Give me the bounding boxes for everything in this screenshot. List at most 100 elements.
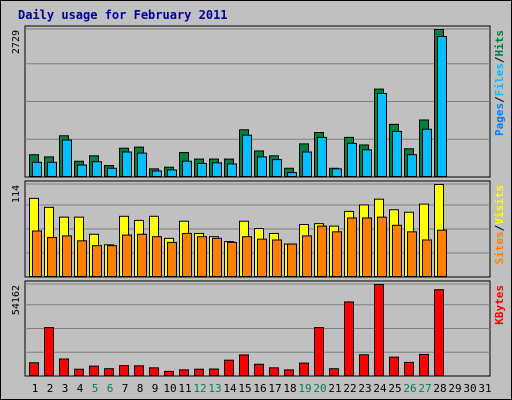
- bar-sites: [272, 239, 282, 277]
- bar-kbytes: [314, 327, 324, 376]
- bar-files: [362, 149, 372, 178]
- bar-kbytes: [434, 289, 444, 377]
- day-tick-label: 27: [418, 382, 431, 395]
- bar-sites: [62, 235, 72, 277]
- bar-files: [167, 169, 177, 177]
- bar-kbytes: [119, 365, 129, 376]
- series-legend: Pages/Files/Hits: [493, 30, 506, 136]
- bar-kbytes: [239, 354, 249, 376]
- day-tick-label: 20: [313, 382, 326, 395]
- bar-kbytes: [209, 368, 219, 376]
- bar-files: [62, 139, 72, 177]
- bar-kbytes: [359, 354, 369, 376]
- bar-files: [182, 160, 192, 177]
- legend-pages: Pages: [493, 103, 506, 136]
- y-max-label: 114: [11, 185, 22, 203]
- bar-sites: [362, 217, 372, 278]
- bar-files: [242, 134, 252, 177]
- day-tick-label: 21: [328, 382, 341, 395]
- day-tick-label: 15: [238, 382, 251, 395]
- bar-kbytes: [89, 365, 99, 376]
- bar-sites: [32, 230, 42, 277]
- bar-sites: [137, 233, 147, 277]
- y-max-label: 2729: [11, 30, 22, 54]
- series-legend: Sites/Visits: [493, 185, 506, 265]
- bar-files: [92, 161, 102, 178]
- bar-files: [437, 35, 447, 177]
- day-tick-label: 31: [478, 382, 491, 395]
- legend-files: Files: [493, 63, 506, 96]
- day-tick-label: 9: [152, 382, 159, 395]
- bar-sites: [317, 225, 327, 278]
- bar-sites: [152, 236, 162, 277]
- day-tick-label: 12: [193, 382, 206, 395]
- bar-sites: [77, 240, 87, 277]
- day-tick-label: 4: [77, 382, 84, 395]
- bar-sites: [212, 237, 222, 277]
- bar-files: [377, 92, 387, 177]
- bar-files: [107, 167, 117, 177]
- bar-kbytes: [194, 368, 204, 376]
- bar-files: [122, 151, 132, 177]
- day-tick-label: 23: [358, 382, 371, 395]
- bar-files: [287, 172, 297, 178]
- y-max-label: 54162: [11, 285, 22, 315]
- bar-sites: [122, 234, 132, 277]
- day-tick-label: 3: [62, 382, 69, 395]
- bar-kbytes: [404, 361, 414, 376]
- bar-sites: [197, 236, 207, 277]
- bar-kbytes: [164, 370, 174, 376]
- day-tick-label: 26: [403, 382, 416, 395]
- bar-kbytes: [269, 367, 279, 376]
- bar-sites: [332, 231, 342, 278]
- kbytes_panel: 54162 KBytes: [11, 280, 506, 377]
- bar-kbytes: [149, 367, 159, 376]
- day-tick-label: 10: [163, 382, 176, 395]
- bar-files: [422, 128, 432, 177]
- day-tick-label: 18: [283, 382, 296, 395]
- visits_panel: 114 Sites/Visits: [11, 180, 506, 278]
- bar-files: [77, 164, 87, 177]
- series-legend: KBytes: [493, 285, 506, 325]
- day-tick-label: 14: [223, 382, 237, 395]
- day-tick-label: 19: [298, 382, 311, 395]
- bar-sites: [227, 241, 237, 277]
- day-tick-label: 29: [448, 382, 461, 395]
- day-tick-label: 1: [32, 382, 39, 395]
- x-axis: 1 2 3 4 5 6 7 8 9 10 11 12 13 14 15 16 17 18 19 20 21 22 23 24 2…: [32, 382, 492, 395]
- bar-kbytes: [104, 368, 114, 376]
- day-tick-label: 30: [463, 382, 476, 395]
- bar-sites: [407, 231, 417, 278]
- day-tick-label: 28: [433, 382, 446, 395]
- day-tick-label: 13: [208, 382, 221, 395]
- bar-files: [272, 159, 282, 177]
- bar-sites: [167, 241, 177, 277]
- bar-files: [212, 162, 222, 177]
- bar-sites: [302, 235, 312, 277]
- bar-files: [332, 168, 342, 178]
- bar-sites: [377, 216, 387, 277]
- bar-kbytes: [179, 369, 189, 376]
- hits_panel: 2729 Pages/Files/Hits: [11, 25, 506, 178]
- bar-sites: [47, 237, 57, 278]
- bar-files: [317, 136, 327, 178]
- bar-kbytes: [224, 359, 234, 376]
- day-tick-label: 22: [343, 382, 356, 395]
- bar-files: [197, 162, 207, 177]
- bar-kbytes: [254, 363, 264, 376]
- legend-visits: Visits: [493, 185, 506, 225]
- bar-kbytes: [29, 362, 39, 376]
- bar-files: [227, 163, 237, 178]
- bar-kbytes: [419, 353, 429, 376]
- bar-files: [137, 152, 147, 178]
- bar-kbytes: [374, 284, 384, 376]
- bar-files: [47, 161, 57, 178]
- bar-sites: [392, 224, 402, 277]
- legend-sites: Sites: [493, 231, 506, 264]
- day-tick-label: 11: [178, 382, 191, 395]
- day-tick-label: 24: [373, 382, 387, 395]
- bar-sites: [107, 245, 117, 277]
- day-tick-label: 17: [268, 382, 281, 395]
- bar-kbytes: [59, 358, 69, 376]
- day-tick-label: 6: [107, 382, 114, 395]
